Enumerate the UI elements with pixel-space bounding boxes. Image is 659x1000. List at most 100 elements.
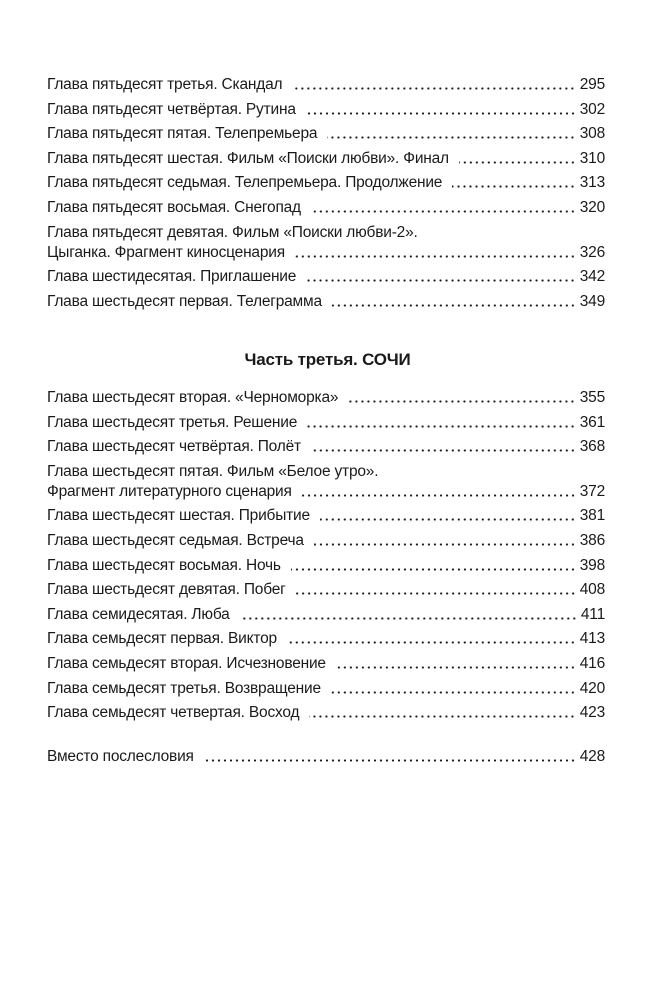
toc-entry-line: Глава шестьдесят четвёртая. Полёт 368 (47, 437, 605, 457)
toc-entry-title: Глава шестьдесят третья. Решение (47, 413, 298, 431)
dot-leader (295, 592, 576, 596)
dot-leader (313, 542, 576, 546)
toc-entry-page-number: 398 (579, 556, 605, 574)
toc-entry-page-number: 368 (579, 438, 605, 456)
toc-entry: Глава шестьдесят седьмая. Встреча 386 (47, 531, 605, 551)
toc-entry-page-number: 361 (579, 413, 605, 431)
dot-leader (309, 715, 576, 719)
dot-leader (452, 185, 576, 189)
dot-leader (286, 641, 576, 645)
toc-entry-page-number: 386 (579, 531, 605, 549)
toc-entry-title: Глава пятьдесят седьмая. Телепремьера. П… (47, 174, 443, 192)
toc-entry-line: Цыганка. Фрагмент киносценария 326 (47, 243, 605, 263)
toc-entry-line: Глава семидесятая. Люба 411 (47, 605, 605, 625)
toc-entry: Глава пятьдесят пятая. Телепремьера 308 (47, 124, 605, 144)
toc-entry: Глава пятьдесят четвёртая. Рутина 302 (47, 100, 605, 120)
dot-leader (310, 449, 576, 453)
dot-leader (330, 690, 576, 694)
toc-entry-line: Глава семьдесят первая. Виктор 413 (47, 629, 605, 649)
toc-entry-line: Фрагмент литературного сценария 372 (47, 482, 605, 502)
dot-leader (203, 759, 576, 762)
toc-entry-title: Глава шестьдесят четвёртая. Полёт (47, 438, 301, 456)
toc-entry-title: Глава семьдесят четвертая. Восход (47, 704, 300, 722)
toc-entry: Глава шестьдесят восьмая. Ночь 398 (47, 556, 605, 576)
toc-entry-line: Глава шестьдесят восьмая. Ночь 398 (47, 556, 605, 576)
toc-entry-title: Глава пятьдесят пятая. Телепремьера (47, 125, 318, 143)
dot-leader (290, 567, 576, 571)
toc-entry-title: Глава шестьдесят седьмая. Встреча (47, 531, 304, 549)
toc-entry-page-number: 313 (579, 174, 605, 192)
toc-entry-line: Глава пятьдесят девятая. Фильм «Поиски л… (47, 223, 605, 243)
toc-entry-page-number: 416 (579, 654, 605, 672)
toc-entry: Глава шестьдесят первая. Телеграмма 349 (47, 292, 605, 312)
toc-entry: Вместо послесловия 428 (47, 747, 605, 767)
toc-entry-title: Цыганка. Фрагмент киносценария (47, 243, 285, 261)
toc-entry-line: Глава шестьдесят седьмая. Встреча 386 (47, 531, 605, 551)
toc-entry-page-number: 420 (579, 679, 605, 697)
toc-entry: Глава шестьдесят шестая. Прибытие 381 (47, 506, 605, 526)
toc-entry-line: Глава шестьдесят пятая. Фильм «Белое утр… (47, 462, 605, 482)
toc-entry-title: Глава семьдесят вторая. Исчезновение (47, 654, 326, 672)
toc-entry-page-number: 411 (580, 605, 605, 623)
toc-entry-page-number: 372 (579, 482, 605, 500)
toc-entry-line: Глава шестьдесят третья. Решение 361 (47, 413, 605, 433)
dot-leader (305, 111, 576, 115)
toc-entry-title: Глава шестидесятая. Приглашение (47, 268, 297, 286)
toc-entry-page-number: 295 (579, 76, 605, 93)
dot-leader (319, 518, 576, 522)
toc-entry-page-number: 413 (579, 630, 605, 648)
toc-entry-line: Глава семьдесят третья. Возвращение 420 (47, 679, 605, 699)
toc-entry-line: Глава семьдесят вторая. Исчезновение 416 (47, 654, 605, 674)
toc-afterword: Вместо послесловия 428 (47, 747, 605, 772)
toc-entry-title: Глава шестьдесят вторая. «Черноморка» (47, 389, 339, 406)
toc-entry: Глава семидесятая. Люба 411 (47, 605, 605, 625)
toc-entry-line: Глава семьдесят четвертая. Восход 423 (47, 703, 605, 723)
toc-entry-line: Глава пятьдесят третья. Скандал 295 (47, 75, 605, 95)
toc-entry: Глава шестьдесят пятая. Фильм «Белое утр… (47, 462, 605, 502)
toc-entry: Глава пятьдесят третья. Скандал 295 (47, 75, 605, 95)
toc-entry-title: Глава шестьдесят девятая. Побег (47, 581, 286, 599)
dot-leader (331, 303, 576, 307)
toc-entry-line: Глава пятьдесят пятая. Телепремьера 308 (47, 124, 605, 144)
toc-entry-page-number: 302 (579, 100, 605, 118)
toc-entry: Глава пятьдесят девятая. Фильм «Поиски л… (47, 223, 605, 263)
dot-leader (301, 493, 576, 497)
toc-entry-line: Вместо послесловия 428 (47, 747, 605, 767)
toc-entry: Глава семьдесят четвертая. Восход 423 (47, 703, 605, 723)
toc-entry-title: Глава шестьдесят восьмая. Ночь (47, 556, 281, 574)
dot-leader (348, 400, 576, 403)
toc-entry-line: Глава шестьдесят девятая. Побег 408 (47, 580, 605, 600)
toc-entry-page-number: 428 (579, 748, 605, 765)
toc-entry-page-number: 349 (579, 292, 605, 310)
toc-entry-title: Фрагмент литературного сценария (47, 482, 292, 500)
dot-leader (335, 665, 576, 669)
toc-entry: Глава пятьдесят восьмая. Снегопад 320 (47, 198, 605, 218)
toc-entry: Глава шестьдесят третья. Решение 361 (47, 413, 605, 433)
toc-entry: Глава семьдесят вторая. Исчезновение 416 (47, 654, 605, 674)
part-three-title: Часть третья. СОЧИ (244, 350, 411, 369)
dot-leader (294, 254, 576, 258)
toc-entry-title: Глава шестьдесят шестая. Прибытие (47, 507, 310, 525)
toc-entry-title: Глава пятьдесят четвёртая. Рутина (47, 100, 296, 118)
toc-entry: Глава шестьдесят четвёртая. Полёт 368 (47, 437, 605, 457)
toc-entry: Глава семьдесят третья. Возвращение 420 (47, 679, 605, 699)
dot-leader (327, 136, 576, 140)
dot-leader (310, 209, 576, 213)
toc-entry-title: Глава семидесятая. Люба (47, 605, 230, 623)
toc-entry-title: Глава пятьдесят шестая. Фильм «Поиски лю… (47, 149, 449, 167)
toc-part-three-list: Глава шестьдесят вторая. «Черноморка» 355… (47, 388, 605, 728)
toc-entry: Глава шестьдесят девятая. Побег 408 (47, 580, 605, 600)
toc-entry-line: Глава шестьдесят шестая. Прибытие 381 (47, 506, 605, 526)
toc-entry-page-number: 408 (579, 581, 605, 599)
dot-leader (458, 160, 576, 164)
toc-entry-page-number: 355 (579, 389, 605, 406)
toc-entry: Глава пятьдесят седьмая. Телепремьера. П… (47, 173, 605, 193)
toc-part-two-list: Глава пятьдесят третья. Скандал 295 Глава … (47, 75, 605, 316)
toc-entry-page-number: 423 (579, 704, 605, 722)
toc-entry-title: Глава семьдесят первая. Виктор (47, 630, 277, 648)
toc-entry-page-number: 342 (579, 268, 605, 286)
dot-leader (306, 279, 576, 283)
part-three-heading: Часть третья. СОЧИ (0, 348, 659, 372)
toc-entry-line: Глава пятьдесят шестая. Фильм «Поиски лю… (47, 149, 605, 169)
dot-leader (307, 424, 576, 428)
